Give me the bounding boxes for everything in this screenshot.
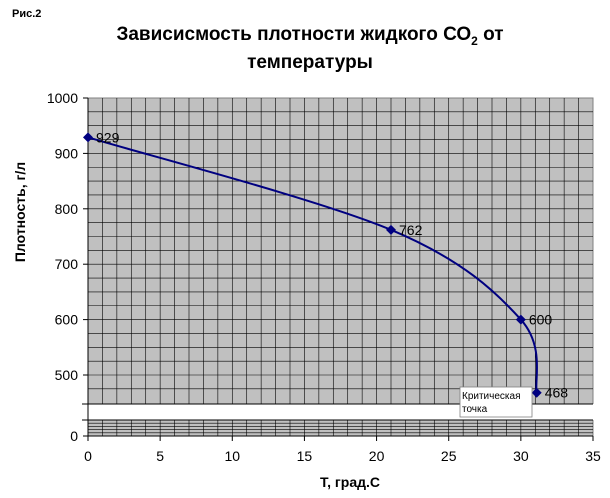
chart-title-suffix: от (477, 24, 504, 45)
x-axis-label: Т, град.С (320, 474, 380, 490)
figure-label: Рис.2 (12, 8, 42, 20)
series-line (87, 136, 538, 393)
data-label: 600 (529, 312, 553, 328)
chart-title-text: Зависисмость плотности жидкого СО (116, 24, 472, 45)
chart-title-subscript: 2 (471, 33, 478, 48)
annotation-text: точка (462, 404, 488, 415)
x-tick-label: 35 (585, 448, 601, 464)
plot-background (87, 97, 594, 437)
chart-title-line1: Зависисмость плотности жидкого СО2 от (40, 24, 580, 48)
annotation-text: Критическая (462, 391, 520, 402)
y-tick-label: 700 (55, 256, 79, 272)
x-tick-label: 15 (297, 448, 313, 464)
y-tick-label: 1000 (47, 90, 78, 106)
data-point-marker (531, 387, 542, 398)
y-tick-label: 900 (55, 145, 79, 161)
x-tick-label: 25 (441, 448, 457, 464)
x-tick-label: 0 (84, 448, 92, 464)
x-tick-label: 5 (156, 448, 164, 464)
chart-title-line2: температуры (247, 52, 373, 73)
x-tick-label: 10 (224, 448, 240, 464)
y-tick-label: 800 (55, 201, 79, 217)
annotation-box (459, 386, 533, 418)
x-tick-label: 20 (369, 448, 385, 464)
data-point-marker (386, 224, 396, 235)
data-label: 468 (545, 385, 569, 401)
y-tick-label: 600 (55, 312, 79, 328)
y-tick-label: 0 (70, 428, 78, 444)
data-label: 762 (399, 222, 423, 238)
data-label: 929 (96, 129, 120, 145)
data-point-marker (515, 314, 526, 325)
x-tick-label: 30 (513, 448, 529, 464)
y-tick-label: 500 (55, 367, 79, 383)
data-point-marker (83, 132, 93, 143)
